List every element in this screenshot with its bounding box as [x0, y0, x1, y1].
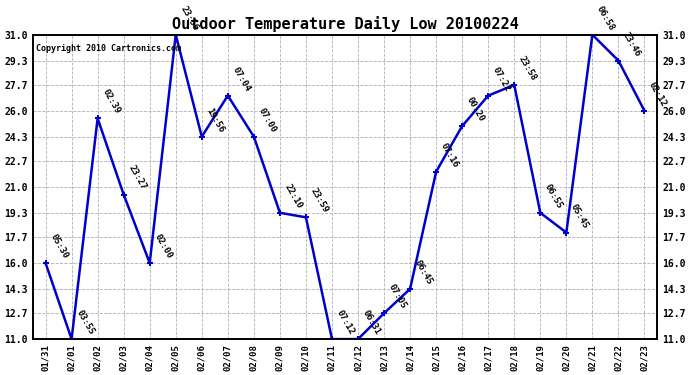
Text: 23:59: 23:59 [308, 187, 330, 214]
Text: 05:30: 05:30 [48, 232, 70, 260]
Text: 00:20: 00:20 [465, 96, 486, 123]
Text: 07:12: 07:12 [335, 309, 356, 336]
Text: 07:05: 07:05 [387, 283, 408, 310]
Text: 23:27: 23:27 [126, 164, 148, 192]
Text: 03:55: 03:55 [75, 309, 96, 336]
Text: 07:04: 07:04 [230, 65, 252, 93]
Text: 02:39: 02:39 [101, 88, 121, 116]
Title: Outdoor Temperature Daily Low 20100224: Outdoor Temperature Daily Low 20100224 [172, 16, 518, 32]
Text: 07:00: 07:00 [257, 106, 278, 134]
Text: 19:56: 19:56 [204, 106, 226, 134]
Text: Copyright 2010 Cartronics.com: Copyright 2010 Cartronics.com [36, 44, 181, 53]
Text: 23:46: 23:46 [621, 30, 642, 58]
Text: 02:00: 02:00 [152, 232, 174, 260]
Text: 06:31: 06:31 [361, 309, 382, 336]
Text: 05:45: 05:45 [569, 202, 591, 230]
Text: 06:45: 06:45 [413, 258, 434, 286]
Text: 23:58: 23:58 [517, 54, 538, 82]
Text: 07:22: 07:22 [491, 65, 512, 93]
Text: 06:55: 06:55 [543, 182, 564, 210]
Text: 02:12: 02:12 [647, 80, 669, 108]
Text: 06:58: 06:58 [595, 4, 616, 32]
Text: 07:16: 07:16 [439, 141, 460, 169]
Text: 22:10: 22:10 [283, 182, 304, 210]
Text: 23:56: 23:56 [179, 4, 199, 32]
